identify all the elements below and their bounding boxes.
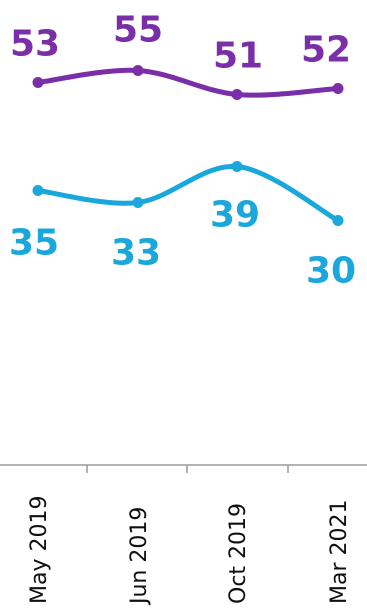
series-2-data-label: 39	[210, 195, 260, 236]
series-2-point	[332, 215, 344, 226]
series-2-data-label: 33	[111, 233, 161, 274]
series-1-point	[132, 65, 144, 76]
series-1-data-label: 51	[213, 36, 263, 77]
series-1-point	[32, 77, 44, 88]
series-2-point	[231, 161, 243, 172]
x-tick-label: Oct 2019	[226, 503, 251, 604]
x-tick-label: Jun 2019	[127, 507, 152, 606]
series-layer	[32, 65, 344, 226]
series-1-point	[231, 89, 243, 100]
series-2-point	[132, 197, 144, 208]
series-1-data-label: 53	[10, 24, 60, 65]
series-1-data-label: 55	[113, 10, 163, 51]
series-1-point	[332, 83, 344, 94]
series-2-point	[32, 185, 44, 196]
series-1-line	[35, 67, 341, 98]
x-tick-label: Mar 2021	[327, 500, 352, 605]
series-2-data-label: 30	[306, 251, 356, 292]
x-tick-labels: May 2019 Jun 2019 Oct 2019 Mar 2021	[27, 496, 352, 606]
data-labels: 53 55 51 52 35 33 39 30	[9, 10, 356, 292]
x-axis-ticks	[86, 465, 289, 473]
series-1-data-label: 52	[301, 30, 351, 71]
x-tick-label: May 2019	[27, 496, 52, 604]
series-2-data-label: 35	[9, 223, 59, 264]
series-2-line	[35, 163, 341, 223]
